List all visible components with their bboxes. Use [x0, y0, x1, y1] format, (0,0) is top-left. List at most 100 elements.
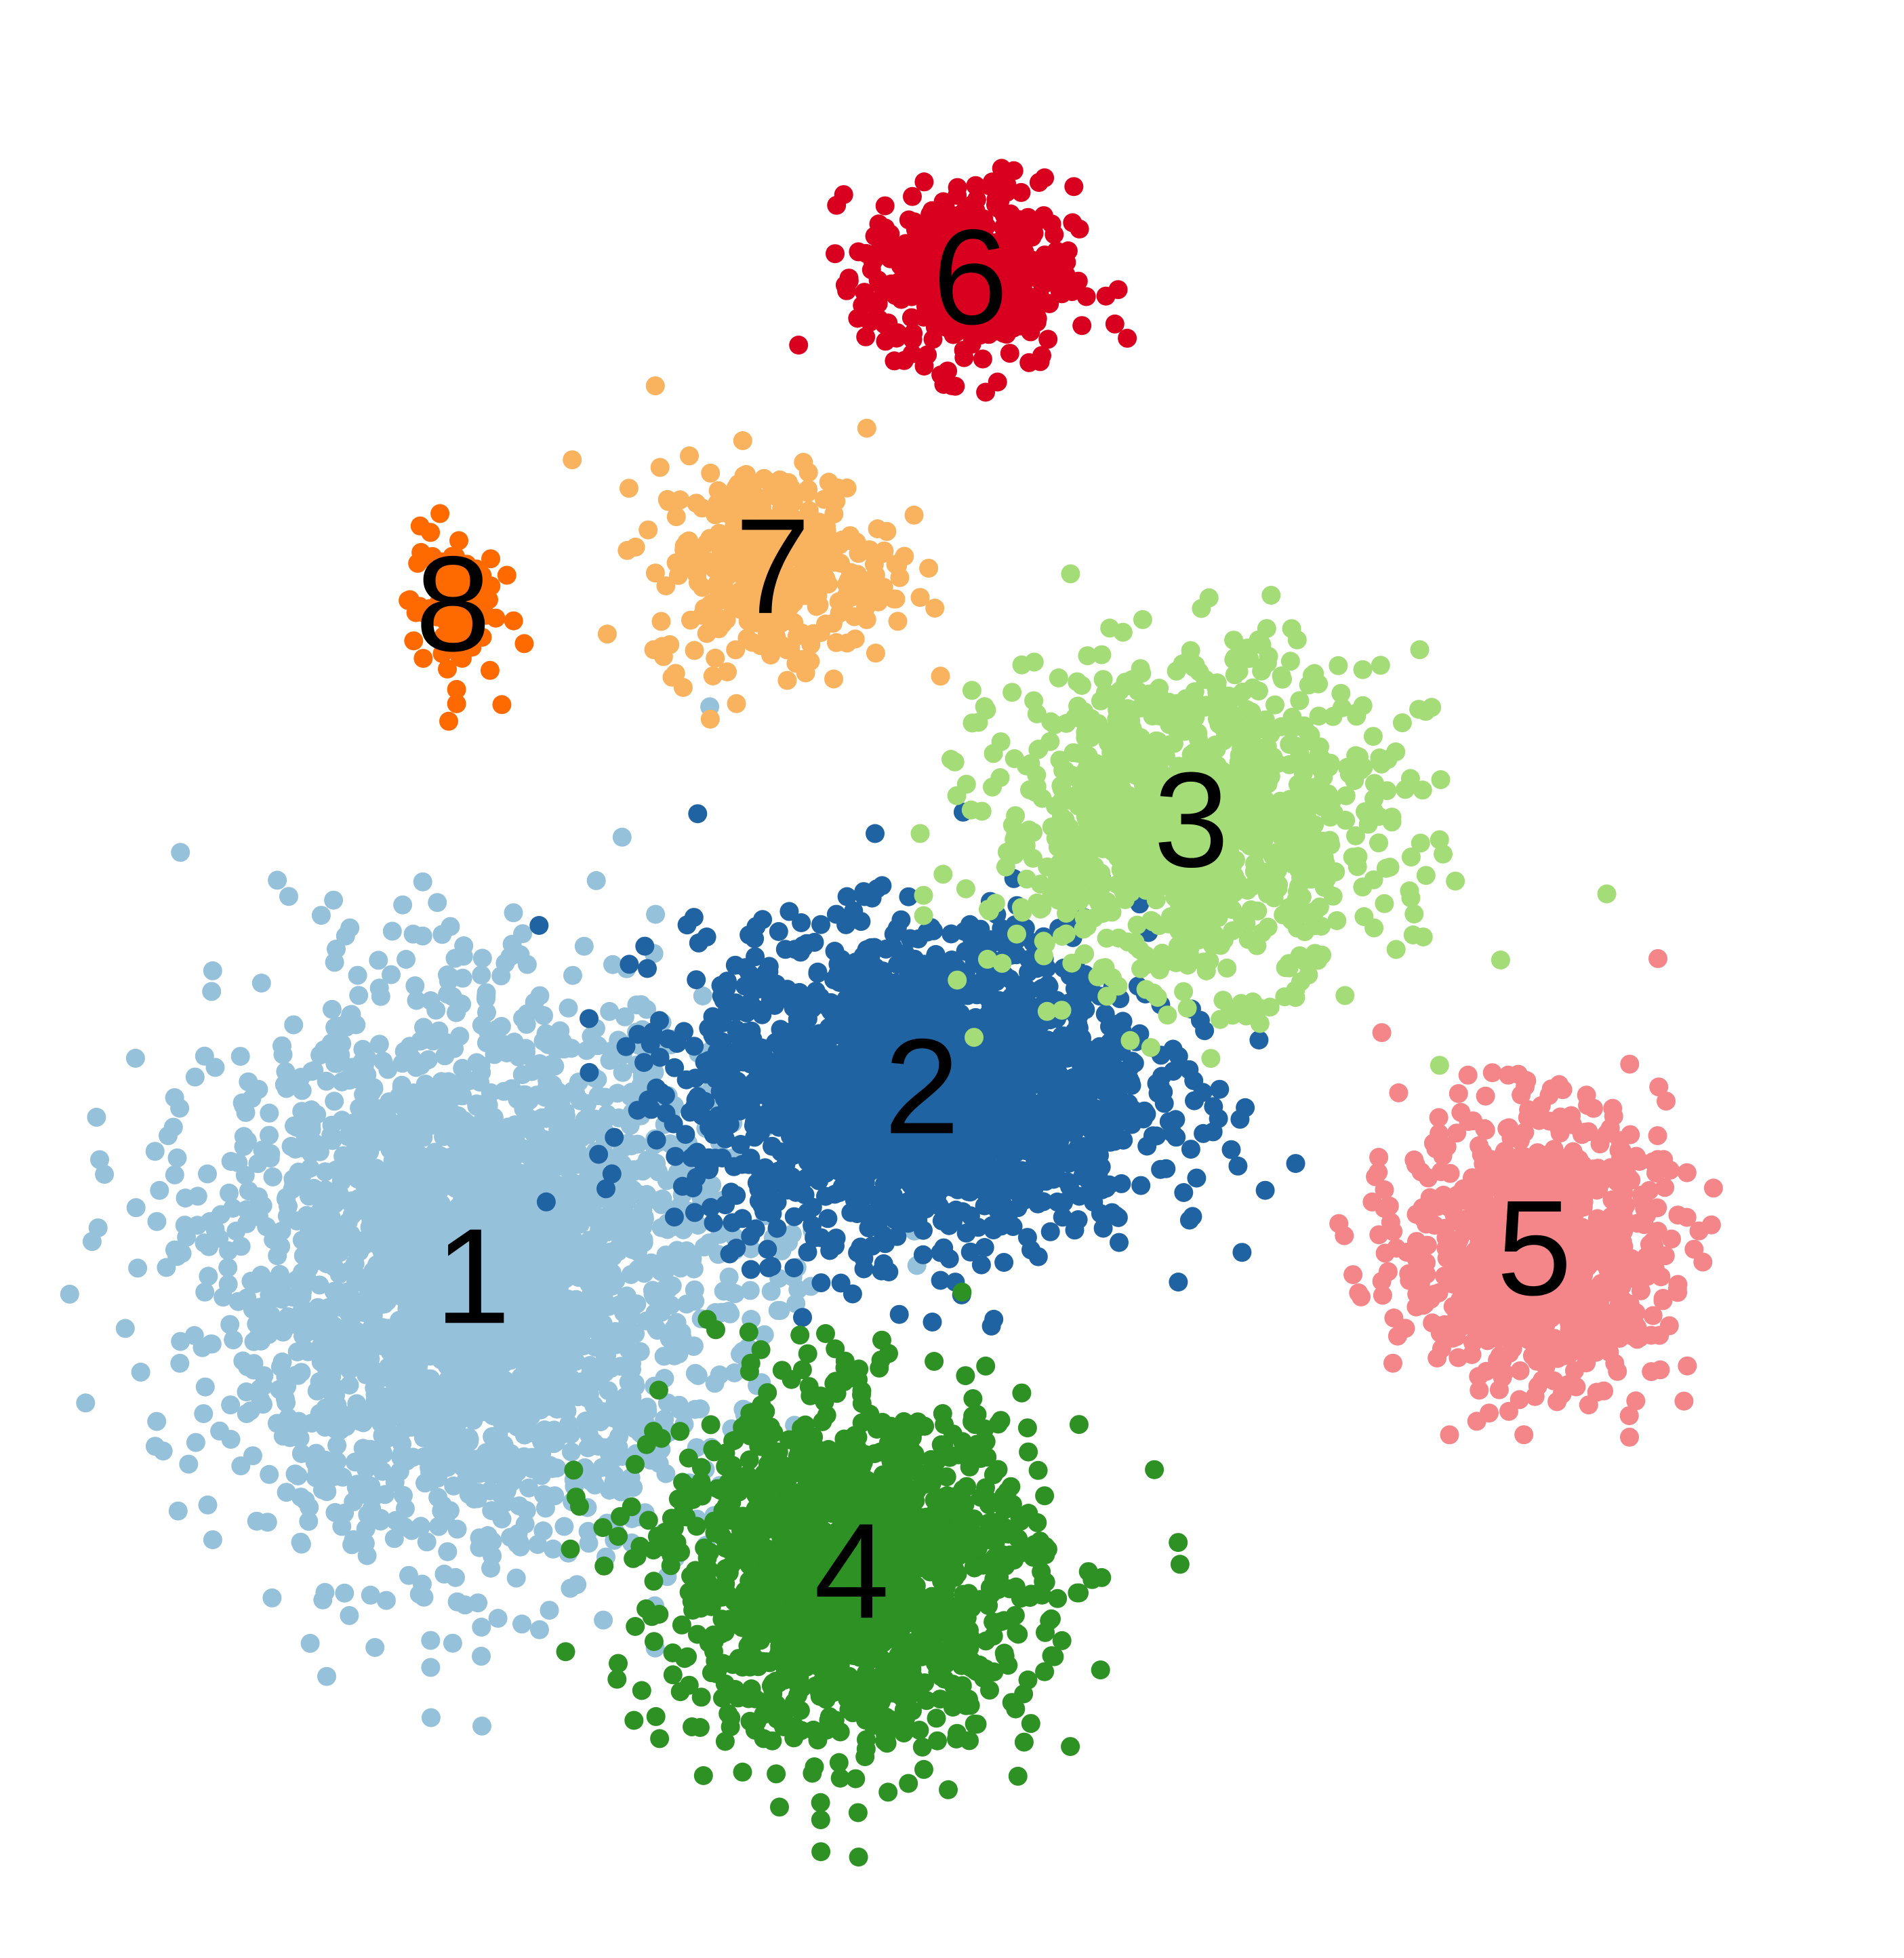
scatter-point: [963, 1086, 982, 1106]
scatter-point: [517, 1350, 537, 1370]
scatter-point: [773, 1054, 792, 1074]
scatter-point: [784, 1258, 804, 1278]
scatter-point: [416, 1336, 435, 1355]
scatter-point: [554, 1039, 574, 1059]
scatter-point: [1041, 1035, 1061, 1054]
scatter-point: [285, 1116, 304, 1136]
scatter-point: [948, 970, 967, 990]
scatter-point: [1108, 1014, 1127, 1034]
scatter-point: [579, 1534, 599, 1553]
scatter-point: [855, 1011, 874, 1031]
scatter-point: [684, 1336, 704, 1356]
scatter-point: [414, 1030, 434, 1050]
scatter-point: [262, 1588, 282, 1607]
scatter-point: [714, 1281, 733, 1301]
scatter-point: [946, 991, 965, 1011]
scatter-point: [558, 1290, 578, 1309]
scatter-point: [503, 1128, 523, 1148]
scatter-point: [813, 1034, 832, 1054]
scatter-point: [869, 1198, 889, 1218]
scatter-point: [1446, 871, 1465, 891]
scatter-point: [567, 1575, 587, 1595]
scatter-point: [1410, 640, 1430, 660]
scatter-point: [677, 1241, 697, 1260]
scatter-point: [1123, 1103, 1143, 1123]
scatter-point: [889, 1304, 909, 1324]
scatter-point: [647, 1130, 666, 1150]
scatter-point: [292, 1231, 312, 1250]
scatter-point: [1187, 1168, 1207, 1188]
scatter-point: [611, 1395, 630, 1414]
scatter-point: [392, 1078, 411, 1098]
scatter-point: [355, 1409, 375, 1428]
scatter-point: [401, 1235, 420, 1255]
scatter-point: [525, 1123, 544, 1143]
scatter-point: [304, 1178, 324, 1198]
scatter-point: [491, 966, 511, 986]
scatter-point: [540, 1601, 559, 1620]
scatter-point: [378, 1098, 398, 1117]
scatter-point: [487, 1182, 507, 1202]
scatter-point: [976, 1067, 996, 1086]
scatter-point: [532, 1461, 552, 1481]
scatter-point: [557, 1401, 577, 1421]
scatter-point: [721, 1304, 740, 1323]
scatter-point: [931, 1271, 950, 1290]
scatter-point: [418, 1050, 438, 1070]
scatter-point: [291, 1363, 311, 1382]
scatter-point: [850, 1032, 870, 1052]
scatter-point: [827, 1084, 846, 1104]
scatter-point: [219, 1241, 238, 1260]
scatter-point: [243, 1446, 262, 1466]
scatter-point: [780, 1126, 800, 1146]
scatter-point: [623, 1180, 643, 1199]
scatter-point: [199, 1266, 218, 1286]
scatter-point: [195, 1233, 214, 1253]
scatter-point: [854, 1182, 874, 1202]
scatter-point: [682, 1148, 702, 1167]
scatter-point: [695, 1052, 714, 1072]
scatter-point: [1021, 1047, 1040, 1066]
scatter-point: [635, 936, 655, 956]
scatter-point: [1286, 1154, 1305, 1174]
scatter-point: [1040, 1166, 1060, 1186]
scatter-point: [1110, 1233, 1129, 1252]
scatter-points: [60, 159, 1723, 1867]
scatter-point: [1151, 1159, 1171, 1179]
scatter-point: [218, 1258, 238, 1277]
scatter-point: [365, 1378, 384, 1398]
scatter-point: [393, 1123, 413, 1142]
scatter-point: [646, 904, 666, 924]
scatter-point: [1087, 1045, 1107, 1065]
scatter-point: [1169, 1273, 1188, 1292]
scatter-point: [1094, 1081, 1114, 1101]
scatter-point: [445, 1039, 464, 1058]
scatter-point: [428, 1418, 447, 1438]
scatter-point: [649, 1287, 669, 1307]
scatter-point: [561, 1442, 581, 1462]
scatter-point: [392, 1444, 412, 1464]
scatter-point: [626, 1376, 645, 1396]
scatter-point: [852, 967, 872, 986]
scatter-point: [472, 965, 491, 985]
scatter-point: [330, 1297, 350, 1317]
scatter-point: [605, 1127, 624, 1147]
scatter-point: [664, 1207, 684, 1227]
scatter-point: [321, 1313, 340, 1333]
scatter-point: [926, 1167, 946, 1186]
scatter-point: [536, 1024, 556, 1043]
scatter-point: [497, 1481, 516, 1500]
scatter-point: [310, 1403, 329, 1423]
scatter-point: [345, 1452, 365, 1472]
scatter-point: [470, 1464, 489, 1483]
scatter-point: [1167, 1127, 1186, 1147]
scatter-point: [531, 1425, 550, 1445]
scatter-point: [911, 988, 931, 1008]
scatter-point: [981, 976, 1000, 995]
scatter-point: [145, 1142, 165, 1161]
scatter-point: [304, 1316, 323, 1336]
scatter-point: [413, 926, 432, 946]
scatter-point: [342, 1191, 362, 1211]
scatter-point: [535, 1087, 555, 1107]
scatter-point: [756, 1174, 775, 1194]
